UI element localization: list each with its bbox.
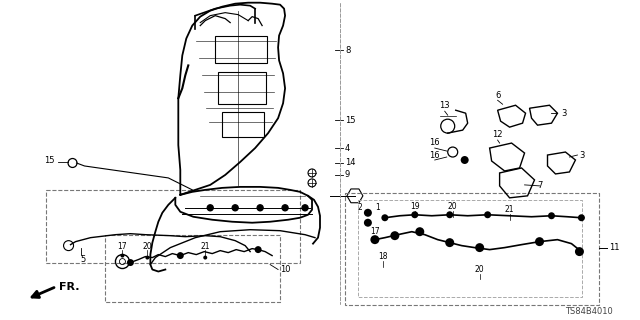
Circle shape [535,237,544,246]
Text: 15: 15 [44,156,54,165]
Circle shape [255,246,262,253]
Text: 21: 21 [505,205,515,214]
Text: 16: 16 [429,151,440,160]
Circle shape [484,211,491,218]
Text: 19: 19 [410,202,420,211]
Circle shape [371,235,380,244]
Text: 17: 17 [118,242,127,251]
Circle shape [578,214,585,221]
Circle shape [461,156,468,164]
Circle shape [445,238,454,247]
Circle shape [177,252,184,259]
Circle shape [364,209,372,217]
Text: 20: 20 [475,265,484,274]
Circle shape [415,227,424,236]
Text: 18: 18 [378,252,388,261]
Bar [215,36,267,63]
Text: 4: 4 [345,144,350,153]
Circle shape [575,247,584,256]
Circle shape [127,259,134,266]
Text: 10: 10 [280,265,291,274]
Bar [222,112,264,137]
Circle shape [204,256,207,260]
Bar [218,72,266,104]
Circle shape [381,214,388,221]
Text: 1: 1 [375,203,380,212]
Circle shape [548,212,555,219]
Text: FR.: FR. [59,283,79,292]
Text: 8: 8 [345,46,350,55]
Circle shape [475,243,484,252]
Text: 20: 20 [143,242,152,251]
Circle shape [446,211,453,218]
Circle shape [282,205,288,211]
Text: 13: 13 [440,101,450,110]
Circle shape [364,219,372,227]
Text: 2: 2 [357,203,362,212]
Circle shape [412,211,419,218]
Text: 6: 6 [495,91,500,100]
Circle shape [145,256,149,260]
Text: TS84B4010: TS84B4010 [566,307,613,316]
Text: 5: 5 [81,255,86,264]
Circle shape [207,205,213,211]
Text: 9: 9 [345,171,350,180]
Text: 15: 15 [345,116,355,125]
Text: 7: 7 [537,181,542,190]
Text: 3: 3 [561,109,567,118]
Text: 12: 12 [492,130,503,139]
Circle shape [302,205,308,211]
Text: 21: 21 [200,242,210,251]
Circle shape [120,253,124,258]
Circle shape [390,231,399,240]
Text: 3: 3 [579,150,585,160]
Text: 20: 20 [448,202,458,211]
Circle shape [232,205,238,211]
Text: 14: 14 [345,158,355,167]
Text: 16: 16 [429,138,440,147]
Text: 17: 17 [370,227,380,236]
Circle shape [257,205,263,211]
Text: 11: 11 [609,243,620,252]
